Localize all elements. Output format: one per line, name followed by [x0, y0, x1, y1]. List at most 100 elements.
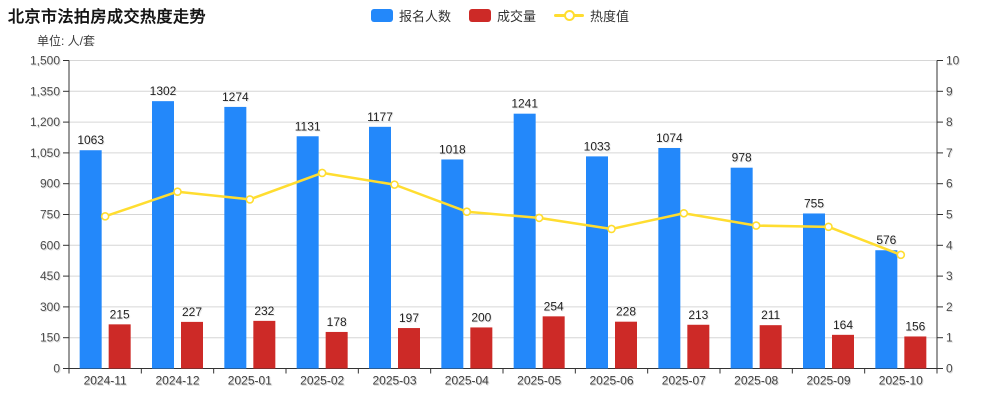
deals-bar — [832, 334, 854, 369]
heat-point-marker — [751, 221, 761, 230]
right-axis-tick-label: 4 — [946, 238, 953, 252]
heat-line-icon — [554, 9, 584, 22]
right-axis-tick-label: 5 — [946, 208, 953, 222]
deals-bar — [181, 321, 203, 369]
left-axis-tick-label: 150 — [40, 331, 60, 345]
registrations-value-label: 1063 — [77, 133, 104, 147]
registrations-value-label: 755 — [804, 196, 824, 210]
right-axis-tick-label: 2 — [946, 300, 953, 314]
heat-point-marker — [679, 208, 689, 218]
x-axis-label: 2025-03 — [372, 374, 416, 388]
heat-point-marker — [896, 250, 906, 260]
registrations-value-label: 1177 — [367, 110, 393, 124]
deals-bar — [108, 324, 131, 369]
deals-value-label: 211 — [761, 308, 780, 322]
left-axis-tick-label: 1,350 — [30, 84, 60, 98]
heat-point-marker — [462, 207, 472, 217]
heat-point-marker — [534, 213, 544, 223]
deals-value-label: 156 — [905, 319, 925, 333]
x-axis-label: 2025-01 — [228, 374, 272, 388]
heat-point-marker — [173, 187, 182, 197]
legend-label: 报名人数 — [398, 9, 451, 24]
unit-note: 单位: 人/套 — [37, 34, 96, 48]
left-axis-tick-label: 900 — [40, 177, 60, 191]
left-axis-tick-label: 1,050 — [30, 146, 60, 160]
right-axis-tick-label: 1 — [946, 331, 953, 345]
registrations-bar — [513, 113, 536, 369]
deals-value-label: 215 — [110, 307, 130, 321]
left-axis-tick-label: 450 — [40, 269, 60, 283]
deals-bar — [615, 321, 637, 369]
registrations-bar — [369, 126, 391, 369]
chart-title: 北京市法拍房成交热度走势 — [8, 9, 207, 26]
deals-bar — [687, 324, 710, 369]
left-axis-tick-label: 1,200 — [30, 115, 60, 129]
deals-bar — [759, 325, 782, 369]
legend-label: 热度值 — [590, 9, 630, 24]
x-axis-label: 2024-12 — [155, 374, 199, 388]
registrations-value-label: 1302 — [150, 84, 177, 98]
left-axis-tick-label: 300 — [40, 300, 60, 314]
deals-value-label: 227 — [182, 305, 202, 319]
deals-bar — [904, 336, 927, 369]
right-axis-tick-label: 7 — [946, 146, 953, 160]
heat-point-marker — [390, 180, 399, 189]
registrations-bar — [79, 150, 102, 369]
registrations-value-label: 1074 — [656, 131, 683, 145]
legend: 报名人数 成交量 热度值 — [0, 6, 1000, 25]
registrations-value-label: 576 — [876, 233, 896, 247]
registrations-bar — [224, 106, 247, 369]
right-axis-tick-label: 3 — [946, 269, 953, 283]
registrations-swatch-icon — [370, 9, 393, 22]
heat-point-marker — [607, 224, 616, 234]
registrations-value-label: 1131 — [295, 119, 321, 133]
left-axis-tick-label: 750 — [40, 208, 60, 222]
deals-value-label: 232 — [254, 304, 274, 318]
legend-item-registrations[interactable]: 报名人数 — [370, 6, 451, 25]
registrations-bar — [658, 147, 681, 369]
deals-bar — [470, 327, 493, 369]
deals-swatch-icon — [468, 9, 491, 22]
x-axis-label: 2025-06 — [589, 374, 633, 388]
deals-value-label: 200 — [471, 310, 491, 324]
deals-value-label: 164 — [833, 318, 853, 332]
registrations-bar — [803, 213, 825, 369]
deals-bar — [398, 328, 420, 369]
x-axis-label: 2025-08 — [734, 374, 778, 388]
right-axis-tick-label: 6 — [946, 177, 953, 191]
heat-point-marker — [100, 212, 110, 221]
deals-bar — [253, 320, 276, 369]
x-axis-label: 2025-10 — [879, 374, 923, 388]
registrations-value-label: 978 — [732, 151, 752, 165]
deals-value-label: 213 — [688, 308, 708, 322]
heat-point-marker — [317, 168, 327, 178]
left-axis-tick-label: 0 — [53, 362, 60, 376]
x-axis-label: 2025-09 — [806, 374, 850, 388]
x-axis-label: 2024-11 — [84, 374, 127, 388]
right-axis-tick-label: 10 — [946, 54, 960, 68]
right-axis-tick-label: 8 — [946, 115, 953, 129]
x-axis-label: 2025-02 — [300, 374, 344, 388]
x-axis-label: 2025-07 — [662, 374, 706, 388]
registrations-bar — [730, 167, 753, 369]
registrations-bar — [296, 136, 319, 369]
registrations-value-label: 1274 — [222, 90, 249, 104]
legend-item-deals[interactable]: 成交量 — [468, 6, 536, 25]
registrations-bar — [441, 159, 464, 369]
registrations-value-label: 1018 — [439, 142, 466, 156]
deals-value-label: 228 — [616, 305, 636, 319]
registrations-value-label: 1241 — [511, 97, 538, 111]
deals-value-label: 254 — [544, 299, 564, 313]
legend-label: 成交量 — [496, 9, 536, 24]
heat-point-marker — [824, 222, 833, 232]
legend-item-heat[interactable]: 热度值 — [554, 6, 629, 25]
registrations-value-label: 1033 — [584, 139, 611, 153]
left-axis-tick-label: 600 — [40, 238, 60, 252]
registrations-bar — [875, 250, 898, 369]
right-axis-tick-label: 9 — [946, 84, 953, 98]
right-axis-tick-label: 0 — [946, 362, 953, 376]
deals-value-label: 178 — [327, 315, 347, 329]
registrations-bar — [152, 101, 174, 369]
